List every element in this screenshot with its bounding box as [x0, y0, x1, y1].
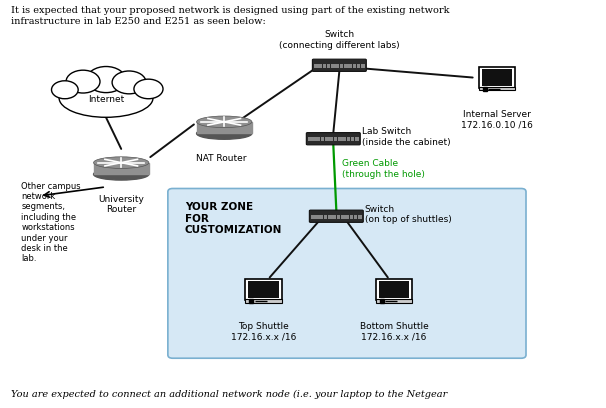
FancyBboxPatch shape — [168, 188, 526, 358]
FancyBboxPatch shape — [358, 215, 362, 219]
Text: Switch
(connecting different labs): Switch (connecting different labs) — [279, 30, 400, 50]
FancyBboxPatch shape — [353, 64, 356, 68]
FancyBboxPatch shape — [479, 87, 515, 90]
Text: Lab Switch
(inside the cabinet): Lab Switch (inside the cabinet) — [362, 127, 450, 147]
Circle shape — [66, 70, 100, 93]
Text: Internet: Internet — [88, 95, 124, 104]
Circle shape — [134, 79, 163, 99]
FancyBboxPatch shape — [479, 67, 515, 88]
Text: Top Shuttle
172.16.x.x /16: Top Shuttle 172.16.x.x /16 — [231, 322, 296, 342]
FancyBboxPatch shape — [361, 64, 365, 68]
FancyBboxPatch shape — [322, 64, 326, 68]
FancyBboxPatch shape — [341, 215, 345, 219]
FancyBboxPatch shape — [310, 210, 364, 222]
FancyBboxPatch shape — [335, 64, 339, 68]
FancyBboxPatch shape — [328, 215, 331, 219]
FancyBboxPatch shape — [307, 133, 360, 145]
FancyBboxPatch shape — [355, 137, 359, 141]
FancyBboxPatch shape — [248, 282, 279, 298]
Text: You are expected to connect an additional network node (i.e. your laptop to the : You are expected to connect an additiona… — [11, 390, 447, 399]
FancyBboxPatch shape — [347, 137, 350, 141]
Text: Internal Server
172.16.0.10 /16: Internal Server 172.16.0.10 /16 — [461, 110, 533, 130]
FancyBboxPatch shape — [482, 69, 512, 86]
Text: Other campus
network
segments,
including the
workstations
under your
desk in the: Other campus network segments, including… — [21, 182, 81, 263]
Text: Bottom Shuttle
172.16.x.x /16: Bottom Shuttle 172.16.x.x /16 — [359, 322, 428, 342]
FancyBboxPatch shape — [332, 215, 336, 219]
Ellipse shape — [93, 169, 149, 180]
FancyBboxPatch shape — [350, 215, 353, 219]
FancyBboxPatch shape — [318, 64, 322, 68]
FancyBboxPatch shape — [348, 64, 352, 68]
Text: YOUR ZONE
FOR
CUSTOMIZATION: YOUR ZONE FOR CUSTOMIZATION — [185, 202, 282, 235]
FancyBboxPatch shape — [313, 59, 366, 71]
Ellipse shape — [59, 79, 153, 118]
FancyBboxPatch shape — [245, 279, 282, 300]
FancyBboxPatch shape — [315, 215, 319, 219]
FancyBboxPatch shape — [331, 64, 335, 68]
FancyBboxPatch shape — [344, 64, 348, 68]
FancyBboxPatch shape — [340, 64, 344, 68]
FancyBboxPatch shape — [357, 64, 361, 68]
FancyBboxPatch shape — [321, 137, 324, 141]
Circle shape — [52, 81, 78, 99]
FancyBboxPatch shape — [316, 137, 320, 141]
FancyBboxPatch shape — [308, 137, 311, 141]
FancyBboxPatch shape — [327, 64, 330, 68]
FancyBboxPatch shape — [324, 215, 327, 219]
FancyBboxPatch shape — [337, 215, 341, 219]
Ellipse shape — [196, 128, 252, 139]
FancyBboxPatch shape — [312, 137, 316, 141]
Text: University
Router: University Router — [98, 195, 144, 215]
Text: Green Cable
(through the hole): Green Cable (through the hole) — [342, 159, 425, 179]
Text: NAT Router: NAT Router — [196, 154, 247, 163]
FancyBboxPatch shape — [338, 137, 342, 141]
FancyBboxPatch shape — [311, 215, 315, 219]
FancyBboxPatch shape — [314, 64, 318, 68]
Polygon shape — [196, 122, 252, 133]
FancyBboxPatch shape — [325, 137, 328, 141]
FancyBboxPatch shape — [329, 137, 333, 141]
FancyBboxPatch shape — [334, 137, 338, 141]
FancyBboxPatch shape — [376, 299, 412, 302]
FancyBboxPatch shape — [379, 282, 409, 298]
FancyBboxPatch shape — [354, 215, 358, 219]
FancyBboxPatch shape — [351, 137, 355, 141]
Text: Switch
(on top of shuttles): Switch (on top of shuttles) — [365, 205, 451, 224]
Circle shape — [112, 71, 146, 94]
FancyBboxPatch shape — [345, 215, 349, 219]
FancyBboxPatch shape — [342, 137, 346, 141]
FancyBboxPatch shape — [376, 279, 412, 300]
FancyBboxPatch shape — [319, 215, 323, 219]
Ellipse shape — [196, 116, 252, 128]
Ellipse shape — [93, 157, 149, 169]
FancyBboxPatch shape — [245, 299, 282, 302]
Polygon shape — [93, 163, 149, 174]
Circle shape — [87, 67, 125, 93]
Text: It is expected that your proposed network is designed using part of the existing: It is expected that your proposed networ… — [11, 6, 450, 26]
